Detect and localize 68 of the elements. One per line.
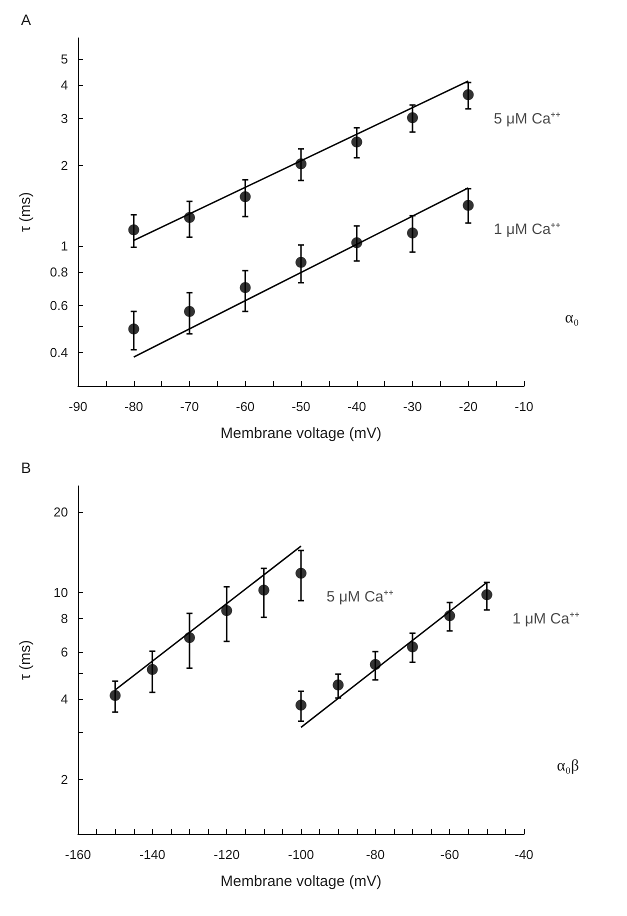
x-tick-label: -50	[292, 399, 310, 414]
x-tick-label: -140	[139, 847, 166, 862]
series-label: 5 μM Ca⁺⁺	[494, 110, 561, 128]
point	[146, 664, 158, 676]
point	[221, 605, 232, 616]
x-tick-label: -20	[458, 399, 478, 414]
point	[258, 584, 270, 596]
y-axis-title: τ (ms)	[17, 640, 34, 680]
point	[296, 158, 306, 170]
x-tick-label: -10	[514, 399, 534, 414]
point	[407, 112, 418, 124]
point	[184, 632, 195, 644]
point	[462, 200, 474, 211]
point	[351, 136, 362, 148]
y-tick-label: 2	[60, 158, 68, 174]
point	[444, 610, 456, 622]
y-tick-label: 0.6	[50, 298, 68, 313]
point	[128, 224, 140, 236]
x-tick-label: -100	[288, 847, 314, 862]
chart-title: B	[21, 460, 32, 477]
x-tick-label: -80	[124, 399, 144, 414]
point	[332, 679, 344, 690]
y-tick-label: 2	[60, 772, 68, 787]
point	[462, 89, 474, 100]
y-tick-label: 1	[60, 238, 68, 254]
y-tick-label: 6	[60, 644, 68, 660]
point	[481, 589, 492, 600]
y-tick-label: 0.8	[50, 264, 68, 280]
x-axis-title: Membrane voltage (mV)	[220, 873, 382, 890]
point	[407, 641, 418, 652]
series-label: 1 μM Ca⁺⁺	[494, 220, 561, 238]
x-tick-label: -60	[440, 847, 460, 862]
x-axis-title: Membrane voltage (mV)	[220, 425, 382, 442]
text: α₀	[565, 310, 580, 326]
point	[351, 237, 362, 248]
point	[110, 690, 121, 701]
point	[296, 256, 306, 268]
point	[240, 191, 251, 202]
text: α₀β	[556, 758, 580, 774]
x-tick-label: -40	[514, 847, 534, 862]
point	[296, 568, 306, 579]
x-tick-label: -80	[366, 847, 385, 862]
y-tick-label: 3	[60, 111, 68, 126]
y-tick-label: 20	[54, 504, 68, 520]
y-axis-title: τ (ms)	[17, 192, 34, 232]
series-label: 1 μM Ca⁺⁺	[512, 610, 580, 628]
y-tick-label: 4	[60, 691, 68, 706]
point	[184, 212, 195, 223]
x-tick-label: -120	[214, 847, 240, 862]
chart-title: A	[21, 12, 32, 29]
x-tick-label: -70	[180, 399, 199, 414]
point	[184, 306, 195, 317]
x-tick-label: -160	[64, 847, 92, 862]
x-tick-label: -40	[347, 399, 366, 414]
y-tick-label: 5	[60, 52, 68, 67]
x-tick-label: -90	[68, 399, 88, 414]
x-tick-label: -30	[403, 399, 422, 414]
point	[370, 658, 381, 670]
y-tick-label: 10	[54, 584, 68, 600]
point	[240, 282, 251, 294]
point	[407, 227, 418, 238]
series-label: 5 μM Ca⁺⁺	[326, 588, 394, 606]
y-tick-label: 4	[60, 78, 68, 93]
x-tick-label: -60	[236, 399, 255, 414]
point	[296, 700, 306, 711]
y-tick-label: 0.4	[50, 345, 68, 360]
y-tick-label: 8	[60, 610, 68, 626]
point	[128, 324, 140, 335]
